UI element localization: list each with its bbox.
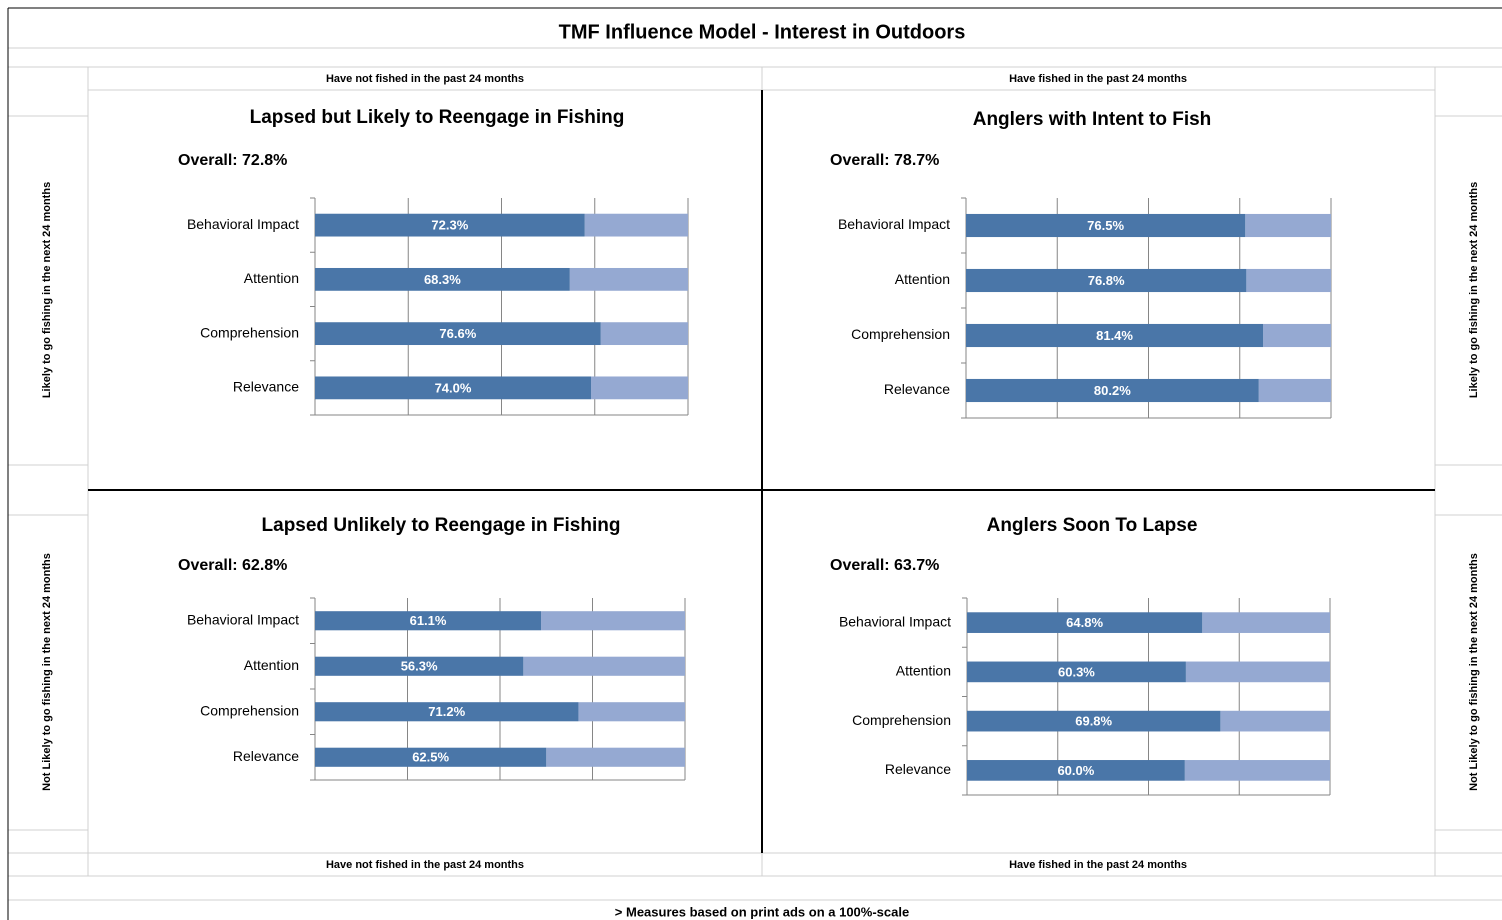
value-label: 68.3%	[424, 272, 461, 287]
bar	[967, 612, 1203, 633]
category-label: Relevance	[884, 381, 950, 397]
chart-title: Anglers with Intent to Fish	[973, 109, 1212, 130]
value-label: 76.8%	[1088, 273, 1125, 288]
category-label: Comprehension	[200, 702, 299, 718]
bar-remainder	[1245, 213, 1331, 238]
bar	[967, 661, 1186, 683]
value-label: 74.0%	[435, 380, 472, 395]
bar	[315, 702, 579, 722]
bar	[967, 710, 1221, 732]
bar	[315, 656, 524, 676]
chart-title: Lapsed but Likely to Reengage in Fishing	[250, 107, 625, 128]
bar-remainder	[1202, 612, 1330, 633]
value-label: 72.3%	[431, 218, 468, 233]
value-label: 71.2%	[428, 704, 465, 719]
category-label: Attention	[244, 270, 299, 286]
bar-remainder	[1246, 268, 1331, 293]
chart-subtitle: Overall: 72.8%	[178, 152, 287, 169]
row-header: Not Likely to go fishing in the next 24 …	[41, 553, 53, 791]
bar	[967, 760, 1185, 781]
value-label: 69.8%	[1075, 714, 1112, 729]
bar-remainder	[541, 611, 685, 631]
chart-title: Lapsed Unlikely to Reengage in Fishing	[262, 515, 621, 536]
bar-remainder	[578, 702, 685, 722]
value-label: 81.4%	[1096, 328, 1133, 343]
column-header: Have not fished in the past 24 months	[326, 73, 524, 85]
chart-subtitle: Overall: 63.7%	[830, 557, 939, 574]
bar	[315, 213, 585, 237]
footnote: > Measures based on print ads on a 100%-…	[615, 904, 909, 919]
bar	[315, 747, 547, 767]
column-header: Have fished in the past 24 months	[1009, 73, 1187, 85]
bar	[315, 376, 592, 400]
row-header: Not Likely to go fishing in the next 24 …	[1468, 553, 1480, 791]
category-label: Behavioral Impact	[187, 216, 299, 232]
value-label: 60.0%	[1057, 763, 1094, 778]
category-label: Comprehension	[852, 712, 951, 728]
bar-remainder	[1263, 323, 1331, 348]
bar-remainder	[546, 747, 685, 767]
bar	[966, 378, 1259, 403]
bar	[966, 323, 1264, 348]
bar	[315, 611, 542, 631]
category-label: Attention	[244, 657, 299, 673]
bar	[966, 213, 1246, 238]
category-label: Comprehension	[851, 326, 950, 342]
category-label: Attention	[896, 663, 951, 679]
value-label: 76.5%	[1087, 218, 1124, 233]
bar-remainder	[1184, 760, 1330, 781]
bar-remainder	[600, 322, 688, 346]
bar-remainder	[523, 656, 685, 676]
column-header: Have fished in the past 24 months	[1009, 859, 1187, 871]
bar	[315, 267, 570, 291]
bar	[966, 268, 1247, 293]
category-label: Behavioral Impact	[839, 613, 951, 629]
bar-remainder	[1185, 661, 1330, 683]
category-label: Relevance	[233, 379, 299, 395]
bar	[315, 322, 601, 346]
value-label: 76.6%	[439, 326, 476, 341]
row-header: Likely to go fishing in the next 24 mont…	[41, 182, 53, 398]
bar-remainder	[584, 213, 688, 237]
chart-subtitle: Overall: 78.7%	[830, 152, 939, 169]
chart-title: Anglers Soon To Lapse	[987, 515, 1198, 536]
category-label: Comprehension	[200, 324, 299, 340]
chart-subtitle: Overall: 62.8%	[178, 557, 287, 574]
bar-remainder	[591, 376, 688, 400]
category-label: Relevance	[233, 748, 299, 764]
bar-remainder	[569, 267, 688, 291]
value-label: 62.5%	[412, 750, 449, 765]
bar-remainder	[1220, 710, 1330, 732]
category-label: Attention	[895, 271, 950, 287]
bar-remainder	[1258, 378, 1331, 403]
value-label: 60.3%	[1058, 664, 1095, 679]
row-header: Likely to go fishing in the next 24 mont…	[1468, 182, 1480, 398]
page-title: TMF Influence Model - Interest in Outdoo…	[559, 21, 966, 43]
value-label: 61.1%	[410, 613, 447, 628]
value-label: 64.8%	[1066, 615, 1103, 630]
value-label: 80.2%	[1094, 383, 1131, 398]
category-label: Behavioral Impact	[187, 611, 299, 627]
category-label: Relevance	[885, 761, 951, 777]
value-label: 56.3%	[401, 659, 438, 674]
column-header: Have not fished in the past 24 months	[326, 859, 524, 871]
category-label: Behavioral Impact	[838, 216, 950, 232]
